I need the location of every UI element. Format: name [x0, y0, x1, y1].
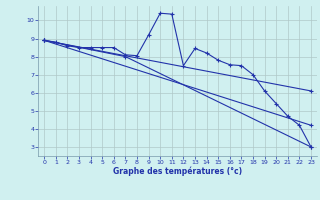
- X-axis label: Graphe des températures (°c): Graphe des températures (°c): [113, 167, 242, 176]
